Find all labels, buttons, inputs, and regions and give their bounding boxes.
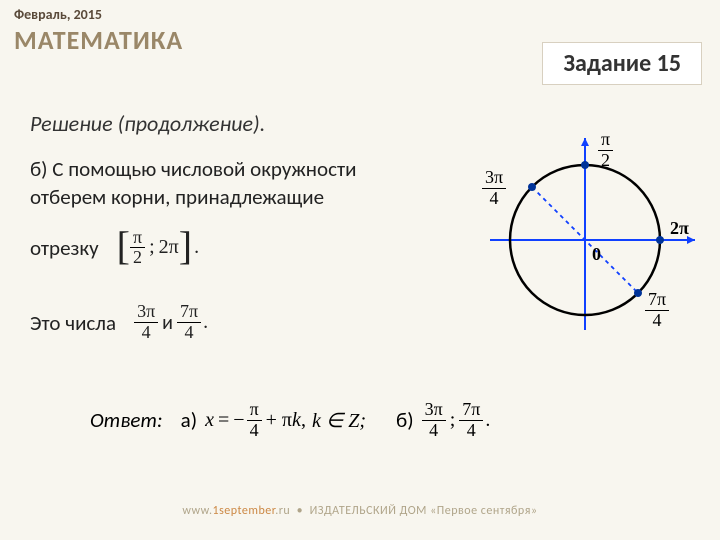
fa-eq: = <box>218 409 229 432</box>
part-a-formula: x = − π 4 + π k , k ∈ Z; <box>205 400 366 441</box>
fb-n2d: 4 <box>459 421 483 441</box>
task-title-box: Задание 15 <box>542 42 702 85</box>
fa-den: 4 <box>247 421 262 441</box>
fa-comma: , <box>301 409 306 432</box>
interval-hi: 2π <box>159 236 179 259</box>
subject-title: МАТЕМАТИКА <box>14 24 183 56</box>
fa-k: k <box>292 409 301 432</box>
footer: www.1september.ru • ИЗДАТЕЛЬСКИЙ ДОМ «Пе… <box>0 504 720 518</box>
label-top: π 2 <box>598 130 613 171</box>
footer-url-main: 1september <box>213 504 276 518</box>
fb-n1d: 4 <box>422 421 446 441</box>
footer-publisher: ИЗДАТЕЛЬСКИЙ ДОМ «Первое сентября» <box>310 504 538 518</box>
fa-kin: k ∈ Z; <box>312 408 366 433</box>
fa-minus: − <box>233 409 244 432</box>
label-bottomright: 7π 4 <box>645 290 669 331</box>
interval-label: отрезку <box>30 235 99 261</box>
interval-lo-den: 2 <box>130 248 145 268</box>
interval-expression: [ π 2 ; 2π ] . <box>117 228 199 269</box>
paragraph-1: б) С помощью числовой окружности отберем… <box>30 155 430 212</box>
date-label: Февраль, 2015 <box>14 6 102 23</box>
num2-num: 7π <box>177 302 201 323</box>
footer-url-pre: www. <box>182 504 212 518</box>
numbers-conj: и <box>162 311 173 335</box>
part-b-label: б) <box>396 407 414 433</box>
fa-num: π <box>247 400 262 421</box>
answer-row: Ответ: а) x = − π 4 + π k , k ∈ Z; б) 3π… <box>90 400 490 441</box>
interval-lo-num: π <box>130 228 145 249</box>
fb-sep: ; <box>450 409 456 432</box>
part-a-label: а) <box>181 407 197 433</box>
fa-plus: + π <box>266 409 292 432</box>
label-topleft: 3π 4 <box>482 168 506 209</box>
num1-den: 4 <box>134 323 158 343</box>
label-right: 2π <box>670 218 689 239</box>
label-origin: 0 <box>592 244 601 265</box>
num1-num: 3π <box>134 302 158 323</box>
footer-url-post: .ru <box>275 504 290 518</box>
part-b-formula: 3π 4 ; 7π 4 . <box>422 400 491 441</box>
fb-n1n: 3π <box>422 400 446 421</box>
unit-circle-diagram: π 2 3π 4 2π 7π 4 0 <box>470 130 700 350</box>
numbers-label: Это числа <box>30 310 116 336</box>
answer-label: Ответ: <box>90 407 163 433</box>
slide-header: Февраль, 2015 МАТЕМАТИКА Задание 15 <box>0 0 720 68</box>
num2-den: 4 <box>177 323 201 343</box>
fa-x: x <box>205 409 214 432</box>
numbers-expression: 3π 4 и 7π 4 . <box>134 302 208 343</box>
fb-n2n: 7π <box>459 400 483 421</box>
